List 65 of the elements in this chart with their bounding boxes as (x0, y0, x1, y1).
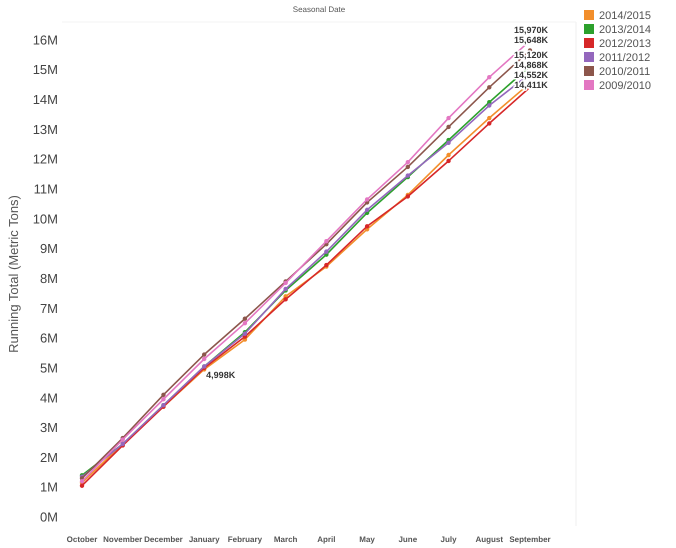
y-tick-label: 12M (32, 152, 58, 167)
y-tick-label: 9M (40, 241, 58, 256)
legend-label: 2013/2014 (599, 24, 651, 36)
point (161, 392, 166, 397)
point (487, 103, 492, 108)
y-tick-label: 10M (32, 211, 58, 226)
y-tick-label: 0M (40, 510, 58, 525)
data-label: 15,970K (514, 24, 549, 35)
point (446, 158, 451, 164)
x-tick-label: January (188, 535, 220, 544)
y-tick-label: 3M (40, 420, 58, 436)
x-tick-label: October (66, 535, 98, 544)
legend-label: 2011/2012 (599, 52, 650, 64)
x-tick-label: December (144, 535, 183, 544)
y-tick-label: 4M (40, 390, 58, 406)
point (487, 74, 492, 80)
y-tick-label: 2M (40, 450, 58, 465)
point (364, 224, 370, 228)
y-tick-label: 7M (40, 300, 58, 316)
legend-label: 2014/2015 (599, 10, 651, 22)
data-label: 4,998K (206, 370, 236, 380)
point (161, 397, 166, 402)
x-tick-label: August (475, 535, 504, 544)
point (406, 164, 410, 170)
point (242, 321, 248, 326)
point (202, 352, 206, 357)
x-tick-label: November (103, 535, 142, 544)
x-tick-label: June (398, 535, 418, 544)
y-tick-label: 11M (34, 182, 58, 197)
y-axis-title: Running Total (Metric Tons) (6, 195, 21, 353)
point (364, 208, 370, 212)
point (487, 121, 492, 126)
x-tick-label: July (440, 535, 458, 544)
point (324, 238, 329, 244)
point (80, 484, 84, 488)
x-tick-label: May (359, 535, 376, 544)
legend-label: 2012/2013 (599, 38, 651, 50)
y-tick-label: 13M (32, 122, 58, 137)
y-tick-label: 5M (40, 360, 58, 376)
point (202, 356, 206, 362)
point (446, 116, 451, 120)
x-tick-label: February (228, 535, 263, 544)
x-tick-label: April (317, 535, 336, 544)
point (446, 124, 451, 130)
y-tick-label: 14M (32, 92, 58, 108)
x-tick-label: March (274, 535, 298, 544)
y-tick-label: 1M (40, 480, 58, 495)
y-tick-label: 16M (32, 32, 58, 48)
point (283, 297, 288, 302)
legend-label: 2009/2010 (599, 80, 651, 92)
point (324, 249, 329, 254)
x-tick-label: September (509, 535, 551, 544)
point (446, 152, 451, 158)
point (406, 160, 410, 164)
y-tick-label: 6M (40, 330, 58, 346)
x-axis-title: Seasonal Date (292, 5, 346, 14)
y-tick-label: 15M (32, 62, 58, 78)
point (487, 85, 492, 90)
point (487, 116, 492, 120)
point (446, 140, 451, 145)
point (364, 197, 370, 202)
point (242, 316, 248, 321)
data-label: 15,648K (514, 34, 549, 45)
legend-label: 2010/2011 (599, 66, 650, 78)
y-tick-label: 8M (40, 270, 58, 286)
